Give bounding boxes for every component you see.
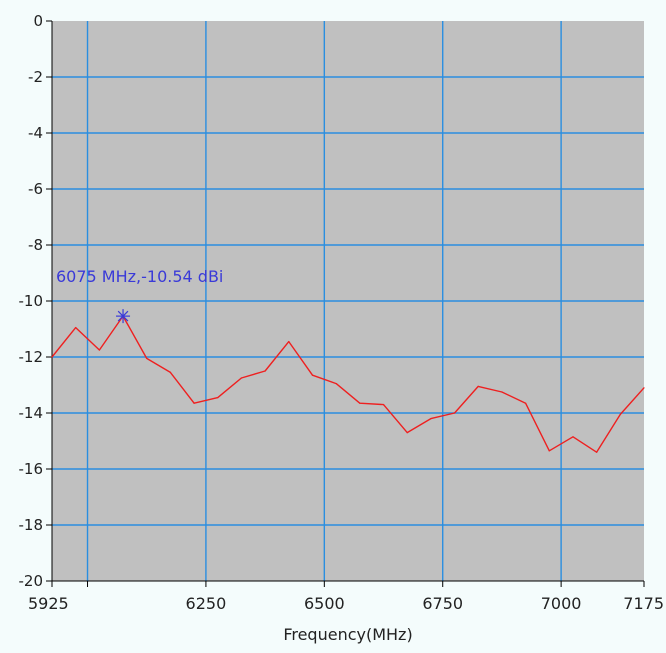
y-tick-label: -18 [19,516,44,534]
data-point [51,356,53,358]
y-tick-label: -16 [19,460,44,478]
data-point [240,377,243,379]
x-axis-label: Frequency(MHz) [283,625,412,644]
data-point [264,370,266,372]
data-point [359,402,361,404]
y-tick-label: -2 [28,68,43,86]
data-point [75,327,77,329]
data-point [572,436,574,438]
data-point [406,432,408,434]
x-ticks: 5925 6250 6500 6750 7000 7175 [28,581,664,613]
x-tick-label: 6500 [304,594,345,613]
data-point [501,391,503,393]
data-point [453,412,456,414]
x-tick-label: 6750 [422,594,463,613]
data-point [288,341,290,343]
marker-stroke [117,310,129,322]
marker-label: 6075 MHz,-10.54 dBi [56,267,223,286]
y-tick-label: -20 [19,572,44,590]
series [51,315,645,453]
data-point [525,402,527,404]
y-tick-label: -4 [28,124,43,142]
data-point [217,397,219,399]
grid-lines [52,21,644,581]
data-point [643,387,645,389]
y-tick-label: -14 [19,404,44,422]
data-point [98,349,100,351]
data-point [430,418,432,420]
y-tick-label: -6 [28,180,43,198]
data-point [548,450,550,452]
x-tick-label: 7000 [541,594,582,613]
data-point [335,383,337,385]
y-tick-label: -10 [19,292,44,310]
data-point [619,413,621,415]
data-point [193,402,195,404]
data-point [146,357,148,359]
y-ticks: 0 -2 -4 -6 -8 -10 -12 -14 -16 -18 -20 [19,12,52,590]
marker: 6075 MHz,-10.54 dBi [56,267,223,324]
data-point [477,385,479,387]
y-tick-label: 0 [33,12,43,30]
peak-marker [116,309,131,324]
x-tick-label: 5925 [28,594,69,613]
data-point [596,451,598,453]
x-tick-label: 6250 [186,594,227,613]
data-point [382,404,385,406]
data-point [311,374,314,376]
data-point [169,371,171,373]
series-line [51,315,645,453]
y-tick-label: -8 [28,236,43,254]
x-tick-label: 7175 [623,594,664,613]
y-tick-label: -12 [19,348,44,366]
